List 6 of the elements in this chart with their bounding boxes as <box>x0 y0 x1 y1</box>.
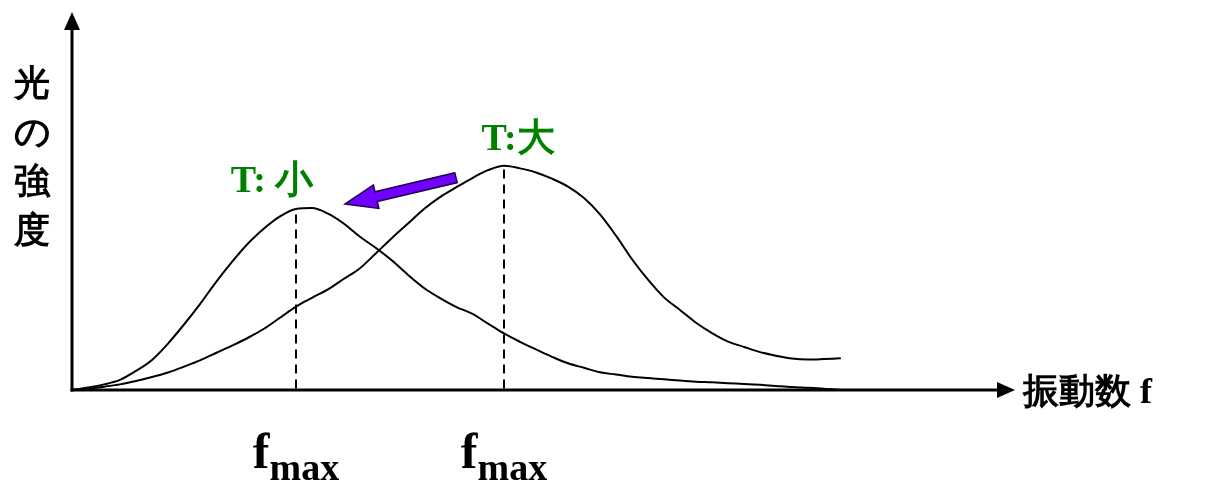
y-axis-title: 光の強度 <box>12 62 51 250</box>
x-tick-label: f$_{max}$ <box>252 423 340 482</box>
x-tick-label: f$_{max}$ <box>460 423 548 482</box>
series-label: T: 小 <box>230 158 315 201</box>
series-label: T:大 <box>481 115 555 158</box>
x-axis-title: 振動数 f <box>1022 371 1153 411</box>
